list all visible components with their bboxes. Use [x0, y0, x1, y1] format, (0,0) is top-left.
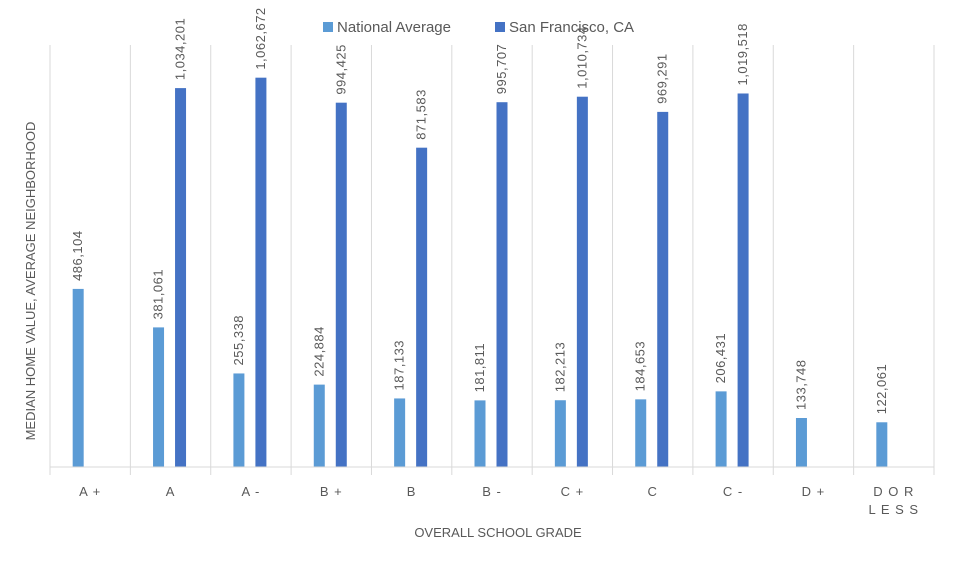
x-tick-label: B + [320, 484, 343, 499]
bar [876, 422, 888, 467]
bar [255, 77, 267, 467]
x-tick-label: C - [723, 484, 743, 499]
x-tick-label: L E S S [869, 502, 920, 517]
data-label: 255,338 [231, 315, 246, 366]
bar [474, 400, 486, 467]
y-axis-title: MEDIAN HOME VALUE, AVERAGE NEIGHBORHOOD [23, 122, 38, 441]
bar [335, 102, 347, 468]
legend-swatch [495, 22, 505, 32]
bar [496, 102, 508, 467]
data-label: 224,884 [311, 326, 326, 377]
data-label: 1,062,672 [253, 7, 268, 69]
bar [416, 147, 428, 467]
bar [554, 400, 566, 467]
data-label: 1,010,734 [574, 26, 589, 88]
bar [635, 399, 647, 467]
x-tick-label: C + [561, 484, 585, 499]
data-label: 871,583 [414, 89, 429, 140]
data-label: 995,707 [494, 44, 509, 95]
data-label: 994,425 [333, 44, 348, 95]
x-tick-label: B - [482, 484, 502, 499]
data-label: 1,019,518 [735, 23, 750, 85]
data-label: 182,213 [552, 342, 567, 393]
data-label: 486,104 [70, 230, 85, 281]
bar [313, 384, 325, 467]
data-label: 133,748 [793, 359, 808, 410]
x-tick-label: C [648, 484, 658, 499]
bar [737, 93, 749, 467]
legend-label: National Average [337, 19, 451, 36]
legend: National Average San Francisco, CA [323, 19, 634, 36]
data-label: 187,133 [392, 340, 407, 391]
x-tick-label: A - [241, 484, 260, 499]
bar [72, 288, 84, 467]
data-label: 381,061 [151, 269, 166, 320]
data-label: 122,061 [874, 364, 889, 415]
data-labels-layer: 486,104 381,061 255,338 224,884 187,133 181,8… [70, 7, 889, 414]
data-label: 1,034,201 [173, 18, 188, 80]
x-tick-label: A + [79, 484, 101, 499]
bar [576, 96, 588, 467]
bar [233, 373, 245, 467]
data-label: 206,431 [713, 333, 728, 384]
data-label: 969,291 [655, 53, 670, 104]
bar [715, 391, 727, 467]
bar [657, 111, 669, 467]
bar [795, 417, 807, 467]
bars-layer [72, 77, 888, 468]
legend-swatch [323, 22, 333, 32]
x-tick-labels: A + A A - B + B B - C + C C - D + D O R L E S S [79, 484, 920, 517]
x-tick-label: B [407, 484, 417, 499]
x-tick-label: A [166, 484, 176, 499]
x-tick-label: D O R [873, 484, 914, 499]
legend-label: San Francisco, CA [509, 19, 634, 36]
bar [394, 398, 406, 467]
bar [153, 327, 165, 467]
data-label: 181,811 [472, 343, 487, 393]
data-label: 184,653 [633, 341, 648, 392]
bar [175, 88, 187, 468]
x-axis-title: OVERALL SCHOOL GRADE [414, 525, 582, 540]
x-tick-label: D + [802, 484, 826, 499]
category-gridlines [49, 45, 935, 475]
